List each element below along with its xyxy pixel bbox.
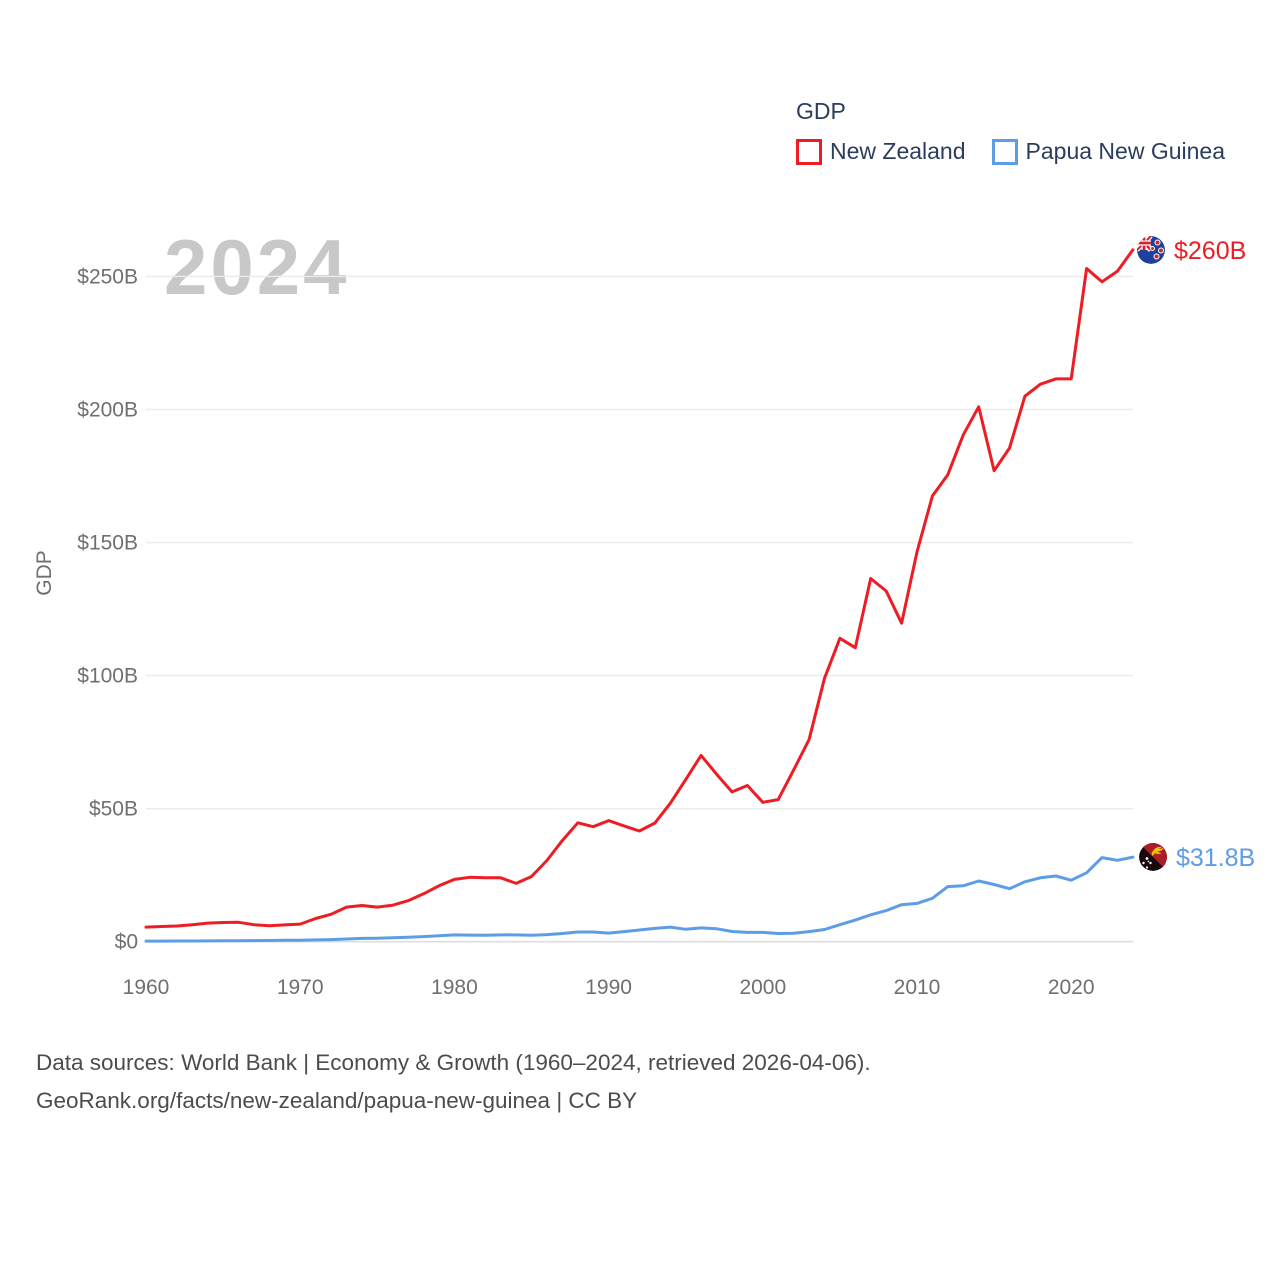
series-lines [144,248,1135,943]
x-tick-label: 1980 [431,976,478,999]
x-tick-label: 2000 [739,976,786,999]
x-tick-label: 1990 [585,976,632,999]
legend: GDP New Zealand Papua New Guinea [796,98,1225,165]
legend-item-papua-new-guinea[interactable]: Papua New Guinea [991,138,1225,165]
x-axis-tick-labels: 1960 1970 1980 1990 2000 2010 2020 [123,976,1095,999]
y-tick-label: $250B [77,265,138,288]
papua-new-guinea-flag-icon [1139,843,1167,871]
papua-new-guinea-swatch-icon [991,138,1018,165]
papua-new-guinea-end-value: $31.8B [1176,844,1256,872]
gridlines [146,275,1133,943]
papua-new-guinea-line[interactable] [144,855,1135,943]
legend-label-new-zealand: New Zealand [830,138,966,164]
y-axis-tick-labels: $0 $50B $100B $150B $200B $250B [77,265,138,953]
new-zealand-end-value: $260B [1174,237,1247,265]
y-tick-label: $150B [77,532,138,555]
year-watermark: 2024 [164,223,350,311]
footer: Data sources: World Bank | Economy & Gro… [36,1044,871,1120]
new-zealand-line[interactable] [144,248,1135,929]
legend-item-new-zealand[interactable]: New Zealand [796,138,966,165]
legend-title: GDP [796,98,846,124]
x-tick-label: 1970 [277,976,324,999]
y-tick-label: $0 [115,931,138,954]
x-tick-label: 2010 [894,976,941,999]
plot-area: $0$50B$100B$150B$200B$250B 1960 1970 1980 1… [77,236,1167,999]
legend-items: New Zealand Papua New Guinea [796,138,1225,165]
y-tick-label: $100B [77,665,138,688]
new-zealand-flag-icon [1137,236,1165,264]
new-zealand-swatch-icon [796,138,822,165]
y-tick-label: $200B [77,399,138,422]
legend-label-papua-new-guinea: Papua New Guinea [1025,138,1225,164]
footer-sources-line: Data sources: World Bank | Economy & Gro… [36,1050,871,1075]
footer-attribution-line: GeoRank.org/facts/new-zealand/papua-new-… [36,1088,638,1113]
y-tick-label: $50B [89,798,138,821]
x-tick-label: 2020 [1048,976,1095,999]
x-tick-label: 1960 [123,976,170,999]
